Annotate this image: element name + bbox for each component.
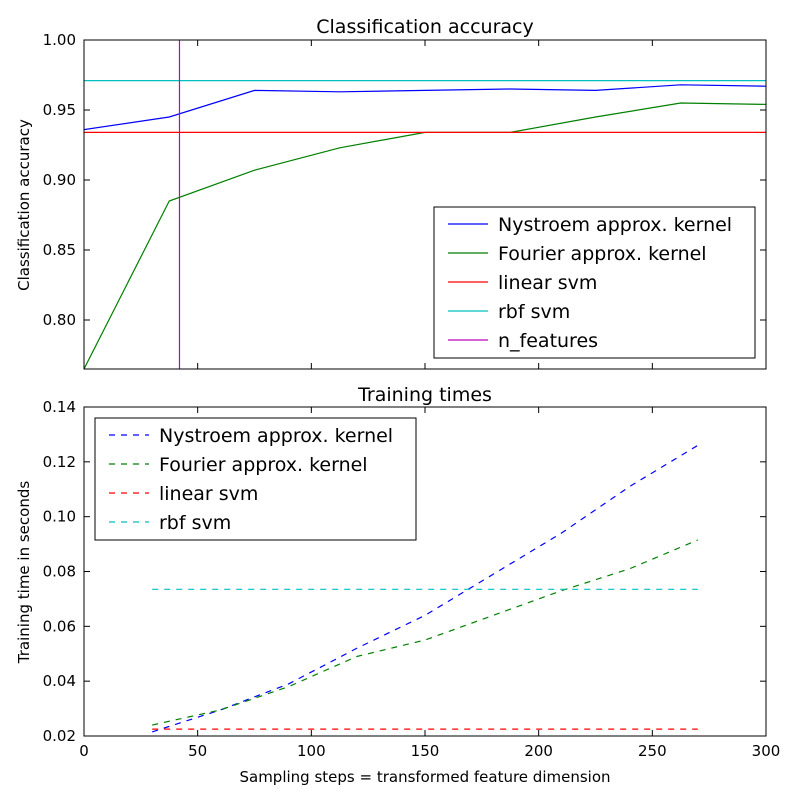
training-times-x-tick-label: 50	[188, 742, 207, 760]
training-times-y-tick-label: 0.12	[43, 453, 76, 471]
accuracy-legend-label: rbf svm	[498, 301, 570, 323]
training-times-y-tick-label: 0.02	[43, 727, 76, 745]
accuracy-series-line-nystroem-approx-kernel	[84, 84, 766, 131]
training-times-legend-label: Nystroem approx. kernel	[159, 425, 393, 447]
accuracy-chart-title: Classification accuracy	[316, 16, 533, 38]
accuracy-plot-area	[84, 40, 766, 369]
accuracy-legend-label: Fourier approx. kernel	[498, 243, 707, 265]
training-times-chart-title: Training times	[357, 384, 492, 406]
accuracy-y-axis-label: Classification accuracy	[15, 119, 33, 291]
accuracy-y-tick-label: 1.00	[43, 31, 76, 49]
training-times-y-axis-label: Training time in seconds	[15, 481, 33, 665]
accuracy-legend-label: linear svm	[498, 272, 597, 294]
training-times-legend-label: rbf svm	[159, 512, 231, 534]
training-times-x-tick-label: 250	[638, 742, 667, 760]
training-times-y-tick-label: 0.04	[43, 672, 76, 690]
accuracy-y-tick-label: 0.90	[43, 171, 76, 189]
training-times-legend: Nystroem approx. kernel Fourier approx. k…	[94, 417, 417, 541]
training-times-legend-box	[94, 417, 417, 541]
accuracy-y-tick-label: 0.85	[43, 241, 76, 259]
training-times-legend-label: linear svm	[159, 483, 258, 505]
training-times-y-tick-label: 0.14	[43, 398, 76, 416]
training-times-x-tick-label: 300	[752, 742, 781, 760]
accuracy-y-tick-label: 0.95	[43, 101, 76, 119]
accuracy-legend-label: Nystroem approx. kernel	[498, 214, 732, 236]
training-times-panel: Training times Training time in seconds …	[15, 384, 780, 786]
training-times-y-tick-label: 0.08	[43, 563, 76, 581]
training-times-legend-label: Fourier approx. kernel	[159, 454, 368, 476]
training-times-y-tick-label: 0.06	[43, 617, 76, 635]
accuracy-legend: Nystroem approx. kernel Fourier approx. k…	[433, 206, 756, 359]
accuracy-y-tick-label: 0.80	[43, 311, 76, 329]
accuracy-legend-label: n_features	[498, 330, 598, 352]
accuracy-panel: Classification accuracy Classification a…	[15, 16, 767, 370]
training-times-x-tick-label: 200	[524, 742, 553, 760]
training-times-y-tick-label: 0.10	[43, 508, 76, 526]
training-times-x-tick-label: 100	[297, 742, 326, 760]
training-times-x-tick-label: 150	[411, 742, 440, 760]
training-times-x-axis-label: Sampling steps = transformed feature dim…	[239, 768, 610, 786]
training-times-x-tick-label: 0	[79, 742, 89, 760]
